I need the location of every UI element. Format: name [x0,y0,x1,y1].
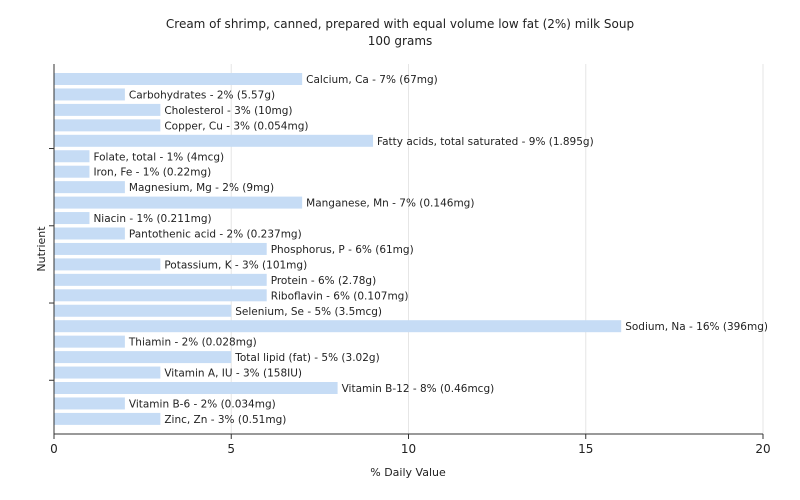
chart-subtitle: 100 grams [368,34,433,48]
bar-label: Fatty acids, total saturated - 9% (1.895… [377,136,594,148]
bar [54,165,90,178]
bar-label: Selenium, Se - 5% (3.5mcg) [235,306,382,318]
bar [54,227,125,240]
bar-label: Potassium, K - 3% (101mg) [164,259,307,271]
bar-label: Phosphorus, P - 6% (61mg) [271,244,414,256]
bar-label: Zinc, Zn - 3% (0.51mg) [164,414,286,426]
bar-label: Carbohydrates - 2% (5.57g) [129,89,275,101]
bar [54,320,622,333]
bar [54,366,161,379]
bar-label: Total lipid (fat) - 5% (3.02g) [234,352,379,364]
bar [54,134,374,147]
bar-label: Vitamin A, IU - 3% (158IU) [164,368,302,380]
bar [54,397,125,410]
bar [54,103,161,116]
x-tick-label: 0 [50,442,58,456]
x-tick-label: 20 [755,442,770,456]
bar [54,351,232,364]
bar [54,273,267,286]
bar [54,382,338,394]
bar [54,196,303,209]
bar-label: Pantothenic acid - 2% (0.237mg) [129,229,302,241]
bar-label: Folate, total - 1% (4mcg) [93,151,224,163]
bar-label: Magnesium, Mg - 2% (9mg) [129,182,274,194]
bar-label: Thiamin - 2% (0.028mg) [128,337,257,349]
x-tick-label: 10 [401,442,416,456]
bar-label: Copper, Cu - 3% (0.054mg) [164,120,308,132]
bar-label: Sodium, Na - 16% (396mg) [625,321,768,333]
bar [54,119,161,132]
bar-label: Protein - 6% (2.78g) [271,275,377,287]
bar [54,335,125,348]
bar [54,212,90,225]
bar [54,73,303,85]
bar-label: Riboflavin - 6% (0.107mg) [271,290,409,302]
x-axis-title: % Daily Value [370,466,446,479]
bar [54,88,125,101]
bar [54,181,125,194]
axes: 0 5 10 15 20 [49,64,771,456]
chart-title: Cream of shrimp, canned, prepared with e… [166,17,634,31]
bar-label: Vitamin B-12 - 8% (0.46mcg) [342,383,495,395]
x-tick-label: 15 [578,442,593,456]
y-axis-title: Nutrient [35,226,48,272]
bar [54,258,161,271]
bar-label: Cholesterol - 3% (10mg) [164,105,292,117]
x-tick-label: 5 [227,442,235,456]
bars: Calcium, Ca - 7% (67mg) Carbohydrates - 2… [54,73,768,426]
bar-label: Vitamin B-6 - 2% (0.034mg) [129,398,276,410]
bar [54,150,90,163]
bar-label: Calcium, Ca - 7% (67mg) [306,74,438,86]
bar [54,242,267,255]
bar [54,304,232,317]
bar-label: Niacin - 1% (0.211mg) [93,213,211,225]
bar-label: Manganese, Mn - 7% (0.146mg) [306,198,474,210]
bar [54,289,267,302]
bar [54,412,161,425]
bar-label: Iron, Fe - 1% (0.22mg) [93,167,211,179]
